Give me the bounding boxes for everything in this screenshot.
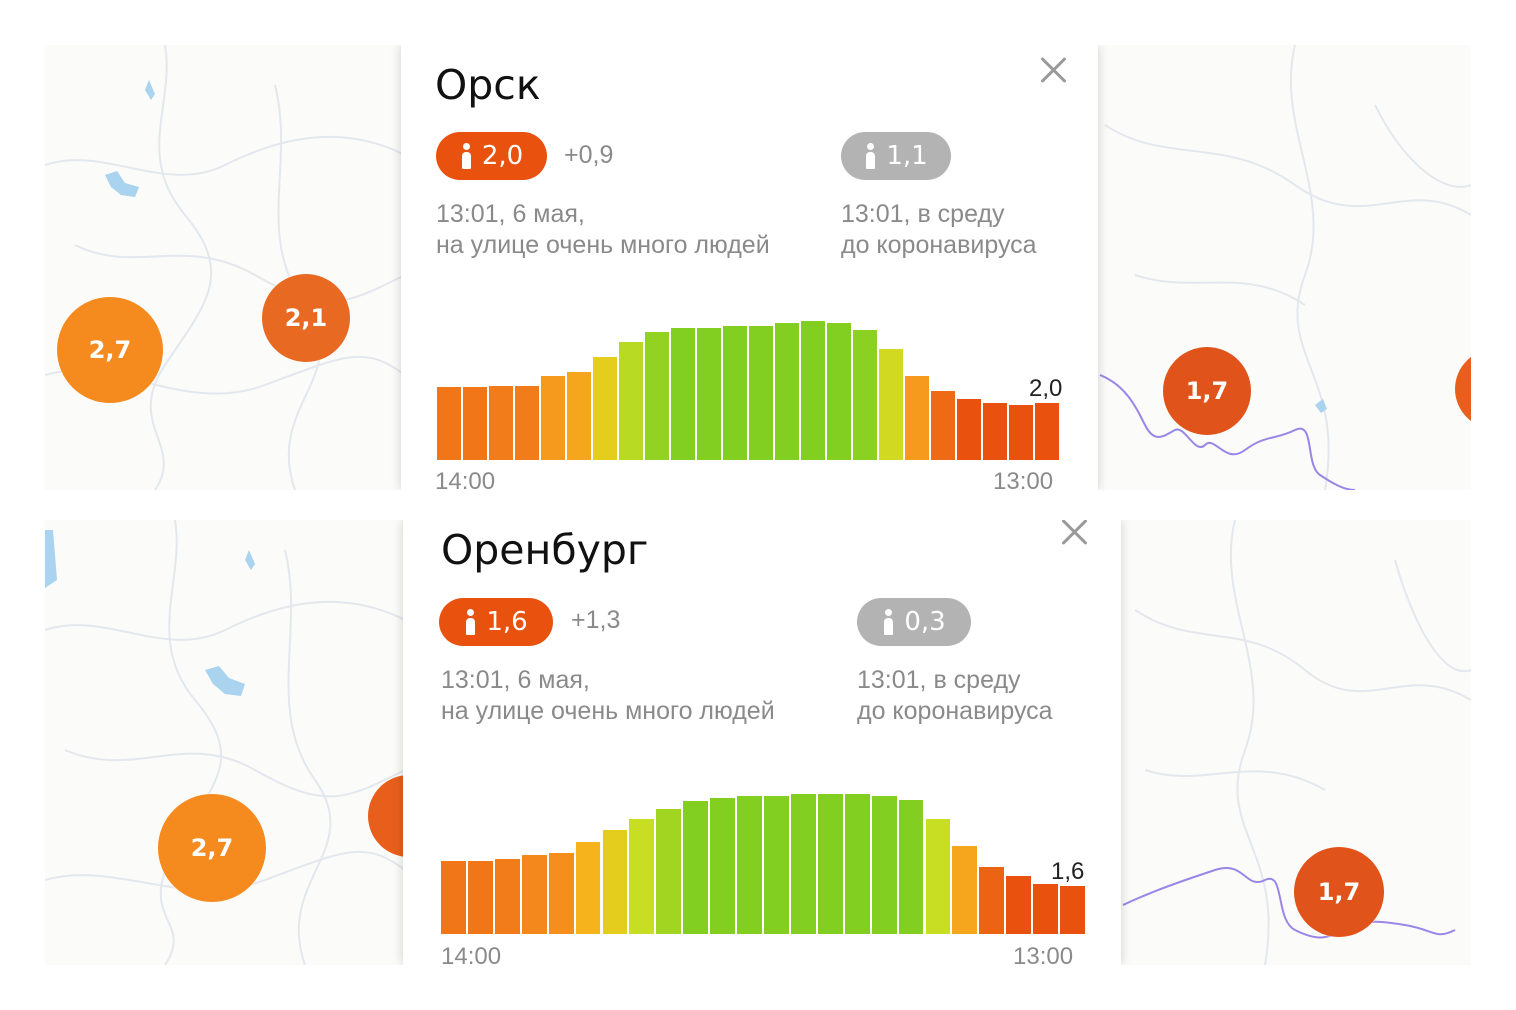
map-panel-orenburg: 2,7 1,7 Оренбург 1,6 +1,3 0,3 13:01, 6 м…	[45, 520, 1471, 965]
current-description: на улице очень много людей	[436, 231, 770, 259]
person-icon	[864, 143, 876, 169]
current-index-badge: 2,0	[436, 132, 547, 180]
chart-start-tick: 14:00	[441, 943, 502, 965]
chart-bar	[827, 323, 851, 460]
chart-bar	[521, 855, 547, 934]
chart-bar	[871, 796, 897, 934]
chart-bar	[645, 332, 669, 460]
baseline-index-value: 0,3	[904, 607, 946, 637]
chart-bar	[925, 819, 951, 934]
current-description: на улице очень много людей	[441, 697, 775, 725]
chart-bar	[957, 399, 981, 460]
city-title: Оренбург	[441, 526, 649, 574]
chart-bar	[853, 330, 877, 460]
chart-bar	[548, 853, 574, 934]
chart-bar	[619, 342, 643, 460]
close-icon[interactable]	[1037, 53, 1071, 87]
chart-start-tick: 14:00	[435, 468, 496, 490]
map-marker-1[interactable]: 2,7	[158, 794, 266, 902]
chart-bar	[1060, 886, 1085, 934]
chart-bar	[723, 326, 747, 460]
chart-bar	[1035, 403, 1059, 460]
chart-bar	[979, 867, 1005, 934]
baseline-index-badge: 0,3	[857, 598, 971, 646]
chart-end-tick: 13:00	[993, 468, 1054, 490]
chart-bar	[489, 386, 513, 460]
chart-bar	[671, 328, 695, 460]
baseline-time: 13:01, в среду	[841, 200, 1005, 228]
chart-bar	[467, 861, 493, 934]
baseline-description: до коронавируса	[841, 231, 1037, 259]
last-value-label: 1,6	[1051, 858, 1085, 885]
current-index-value: 2,0	[481, 141, 524, 171]
chart-bar	[494, 859, 520, 934]
city-card: Оренбург 1,6 +1,3 0,3 13:01, 6 мая, на у…	[403, 520, 1121, 965]
city-card: Орск 2,0 +0,9 1,1 13:01, 6 мая, на улице…	[401, 45, 1098, 490]
chart-bar	[952, 846, 978, 934]
current-time: 13:01, 6 мая,	[441, 666, 590, 694]
chart-bar	[931, 391, 955, 460]
map-marker-2[interactable]: 1,7	[1294, 847, 1384, 937]
chart-bar	[656, 809, 682, 934]
hourly-chart	[437, 315, 1061, 460]
chart-bar	[593, 357, 617, 460]
hourly-chart	[441, 788, 1087, 934]
chart-bar	[602, 830, 628, 934]
person-icon	[464, 609, 476, 635]
chart-bar	[463, 387, 487, 460]
index-delta: +1,3	[571, 606, 621, 634]
chart-bar	[764, 796, 789, 934]
baseline-index-value: 1,1	[886, 141, 928, 171]
chart-bar	[441, 861, 466, 934]
index-delta: +0,9	[564, 141, 614, 169]
chart-bar	[749, 326, 773, 460]
baseline-info: 13:01, в среду до коронавируса	[857, 665, 1053, 727]
chart-bar	[1006, 876, 1032, 934]
chart-bar	[844, 794, 870, 934]
chart-bar	[1033, 884, 1059, 934]
chart-bar	[905, 376, 929, 460]
person-icon	[460, 143, 472, 169]
person-icon	[882, 609, 894, 635]
map-background[interactable]	[45, 520, 1471, 965]
chart-bar	[737, 796, 762, 934]
chart-bar	[515, 386, 539, 460]
baseline-index-badge: 1,1	[841, 132, 951, 180]
chart-bar	[817, 794, 843, 934]
chart-end-tick: 13:00	[1013, 943, 1074, 965]
chart-bar	[983, 403, 1007, 460]
chart-bar	[898, 800, 924, 934]
chart-bar	[541, 376, 565, 460]
last-value-label: 2,0	[1029, 375, 1063, 402]
chart-bar	[801, 321, 825, 460]
map-marker-3[interactable]: 1,7	[1163, 347, 1251, 435]
current-info: 13:01, 6 мая, на улице очень много людей	[436, 199, 770, 261]
current-info: 13:01, 6 мая, на улице очень много людей	[441, 665, 775, 727]
map-panel-orsk: 2,7 2,1 1,7 Орск 2,0 +0,9 1,1 13:01, 6 м…	[45, 45, 1471, 490]
close-icon[interactable]	[1058, 520, 1092, 549]
chart-bar	[567, 372, 591, 460]
chart-bar	[1009, 405, 1033, 460]
chart-bar	[697, 328, 721, 460]
current-index-badge: 1,6	[439, 598, 553, 646]
chart-bar	[790, 794, 816, 934]
current-index-value: 1,6	[486, 607, 528, 637]
map-marker-1[interactable]: 2,7	[57, 297, 163, 403]
chart-bar	[879, 349, 903, 460]
map-marker-2[interactable]: 2,1	[262, 274, 350, 362]
chart-bar	[683, 801, 709, 934]
baseline-description: до коронавируса	[857, 697, 1053, 725]
city-title: Орск	[435, 61, 541, 109]
chart-bar	[710, 798, 736, 934]
chart-bar	[437, 387, 461, 460]
current-time: 13:01, 6 мая,	[436, 200, 585, 228]
chart-bar	[629, 819, 655, 934]
chart-bar	[575, 842, 601, 934]
baseline-info: 13:01, в среду до коронавируса	[841, 199, 1037, 261]
map-background[interactable]	[45, 45, 1471, 490]
chart-bar	[775, 323, 799, 460]
baseline-time: 13:01, в среду	[857, 666, 1021, 694]
